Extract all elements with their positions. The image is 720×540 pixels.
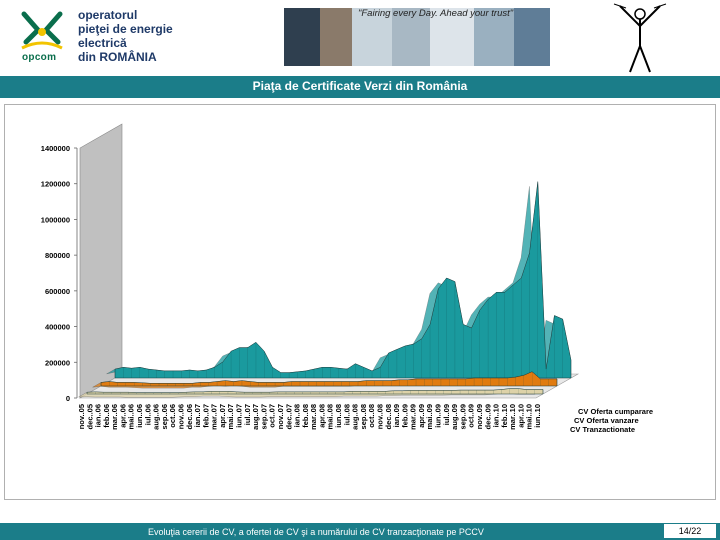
x-tick-label: ian..07 [193, 404, 202, 427]
x-tick-label: ian..10 [492, 404, 501, 427]
x-tick-label: oct..06 [168, 404, 177, 428]
chart: 0 200000 400000 600000 800000 1000000 1200000 1… [41, 123, 653, 434]
x-tick-label: aug..07 [251, 404, 260, 430]
x-tick-label: mar..08 [309, 404, 318, 430]
y-tick-label: 600000 [45, 287, 70, 296]
x-tick-label: iun..10 [533, 404, 542, 428]
x-tick-label: feb..06 [102, 404, 111, 428]
x-tick-label: iun..07 [235, 404, 244, 428]
figure-illustration [613, 3, 667, 73]
header: opcom operatorul pieţei de energie elect… [0, 0, 720, 76]
footer-bar [0, 523, 720, 540]
company-name: operatorul pieţei de energie electrică d… [78, 8, 173, 64]
x-tick-label: iul..06 [143, 404, 152, 425]
x-tick-label: nov..08 [375, 404, 384, 429]
company-line: pieţei de energie [78, 22, 173, 36]
footer-caption: Evoluţia cererii de CV, a ofertei de CV … [148, 527, 484, 537]
company-line: operatorul [78, 8, 138, 22]
x-tick-label: sep..07 [259, 404, 268, 429]
title-bar [0, 76, 720, 98]
x-tick-label: iun..09 [434, 404, 443, 428]
legend-label: CV Oferta cumparare [578, 407, 653, 416]
y-tick-label: 1000000 [41, 215, 70, 224]
x-tick-label: mai..09 [425, 404, 434, 429]
x-tick-label: feb..08 [301, 404, 310, 428]
x-tick-label: ian..09 [392, 404, 401, 427]
x-tick-label: oct..08 [367, 404, 376, 428]
x-tick-label: sep..09 [458, 404, 467, 429]
logo-text: opcom [22, 52, 57, 63]
x-tick-label: iul..09 [442, 404, 451, 425]
legend-label: CV Oferta vanzare [574, 416, 639, 425]
chart-back-wall [122, 124, 578, 374]
series-area-2 [100, 371, 558, 387]
x-tick-label: apr..07 [218, 404, 227, 428]
x-tick-label: ian..06 [94, 404, 103, 427]
page-title: Piaţa de Certificate Verzi din România [252, 79, 468, 93]
company-line: din ROMÂNIA [78, 50, 157, 64]
y-tick-label: 1400000 [41, 144, 70, 153]
x-tick-label: mar..07 [210, 404, 219, 430]
x-tick-label: feb..10 [500, 404, 509, 428]
x-tick-label: ian..08 [293, 404, 302, 427]
x-tick-label: mar..10 [508, 404, 517, 430]
x-tick-label: dec..07 [284, 404, 293, 429]
photo-strip [284, 8, 550, 66]
x-tick-label: dec..05 [85, 404, 94, 429]
x-tick-label: sep..08 [359, 404, 368, 429]
x-tick-label: oct..09 [467, 404, 476, 428]
y-tick-label: 200000 [45, 358, 70, 367]
x-tick-label: apr..09 [417, 404, 426, 428]
legend-label: CV Tranzactionate [570, 425, 635, 434]
x-tick-label: dec..09 [483, 404, 492, 429]
x-tick-label: dec..06 [185, 404, 194, 429]
x-tick-label: iul..08 [342, 404, 351, 425]
x-tick-label: mai..08 [326, 404, 335, 429]
series-area-1 [114, 181, 572, 379]
x-tick-label: sep..06 [160, 404, 169, 429]
x-tick-label: aug..06 [152, 404, 161, 430]
x-tick-label: mai..06 [127, 404, 136, 429]
x-tick-label: iul..07 [243, 404, 252, 425]
x-tick-label: apr..10 [516, 404, 525, 428]
x-tick-label: mar..06 [110, 404, 119, 430]
x-tick-label: mai..10 [525, 404, 534, 429]
y-tick-label: 400000 [45, 323, 70, 332]
x-tick-label: iun..08 [334, 404, 343, 428]
x-tick-label: dec..08 [384, 404, 393, 429]
slogan: "Fairing every Day. Ahead your trust" [358, 8, 514, 19]
y-tick-label: 1200000 [41, 180, 70, 189]
x-tick-label: nov..07 [276, 404, 285, 429]
x-tick-label: aug..08 [351, 404, 360, 430]
opcom-logo-icon [21, 11, 63, 50]
x-tick-label: apr..08 [317, 404, 326, 428]
page-number: 14/22 [664, 524, 716, 538]
x-tick-label: mai..07 [226, 404, 235, 429]
company-line: electrică [78, 36, 127, 50]
y-tick-label: 0 [66, 394, 70, 403]
x-tick-label: iun..06 [135, 404, 144, 428]
x-tick-label: feb..07 [201, 404, 210, 428]
chart-side-wall [79, 123, 123, 399]
x-tick-label: oct..07 [268, 404, 277, 428]
x-tick-label: nov..05 [77, 404, 86, 429]
x-tick-label: nov..09 [475, 404, 484, 429]
x-tick-label: apr..06 [118, 404, 127, 428]
x-tick-label: aug..09 [450, 404, 459, 430]
x-tick-label: nov..06 [176, 404, 185, 429]
x-tick-label: feb..09 [400, 404, 409, 428]
x-tick-label: mar..09 [409, 404, 418, 430]
y-tick-label: 800000 [45, 251, 70, 260]
